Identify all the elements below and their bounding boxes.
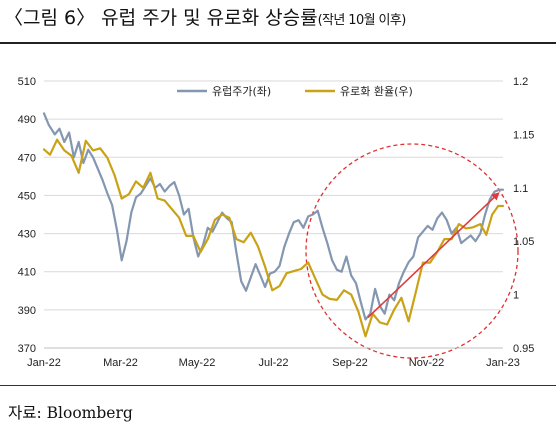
y-left-tick-label: 370	[18, 343, 36, 355]
y-right-tick-label: 1.05	[513, 236, 534, 248]
legend-label-euro: 유로화 환율(우)	[340, 85, 413, 98]
y-left-tick-label: 470	[18, 152, 36, 164]
x-tick-label: May-22	[179, 357, 216, 369]
y-right-tick-label: 1	[513, 290, 519, 302]
chart-legend: 유럽주가(좌) 유로화 환율(우)	[177, 84, 413, 98]
trend-arrow	[367, 192, 500, 319]
y-left-tick-label: 410	[18, 267, 36, 279]
chart-title-sub: (작년 10월 이후)	[317, 13, 407, 28]
y-right-tick-label: 1.1	[513, 183, 528, 195]
series-line-stock	[42, 112, 505, 321]
x-tick-label: Sep-22	[332, 357, 367, 369]
y-left-tick-label: 450	[18, 190, 36, 202]
x-tick-label: Jan-22	[27, 357, 61, 369]
x-tick-label: Nov-22	[409, 357, 444, 369]
chart-title: 〈그림 6〉 유럽 주가 및 유로화 상승률(작년 10월 이후)	[4, 3, 406, 30]
top-rule	[0, 42, 556, 44]
x-tick-label: Mar-22	[103, 357, 138, 369]
line-chart: 370 390 410 430 450 470 490 510 0.95 1 1.05 1.1 1.15…	[18, 76, 535, 369]
trend-arrow-layer	[367, 192, 500, 319]
y-left-tick-label: 390	[18, 305, 36, 317]
y-left-tick-label: 510	[18, 76, 36, 88]
y-right-tick-label: 1.15	[513, 129, 534, 141]
y-right-tick-label: 1.2	[513, 76, 528, 88]
x-tick-label: Jul-22	[259, 357, 289, 369]
y-left-tick-label: 490	[18, 114, 36, 126]
chart-annotations	[305, 143, 519, 359]
chart-axes: 370 390 410 430 450 470 490 510 0.95 1 1.05 1.1 1.15…	[18, 76, 535, 369]
bottom-rule	[0, 385, 556, 386]
chart-series	[42, 112, 505, 338]
dashed-highlight-circle	[305, 143, 519, 359]
y-left-tick-label: 430	[18, 229, 36, 241]
series-line-euro	[42, 138, 505, 338]
source-note: 자료: Bloomberg	[8, 404, 133, 422]
y-right-tick-label: 0.95	[513, 343, 534, 355]
chart-title-main: 〈그림 6〉 유럽 주가 및 유로화 상승률	[4, 7, 318, 29]
legend-label-stock: 유럽주가(좌)	[212, 84, 271, 98]
x-tick-label: Jan-23	[486, 357, 520, 369]
